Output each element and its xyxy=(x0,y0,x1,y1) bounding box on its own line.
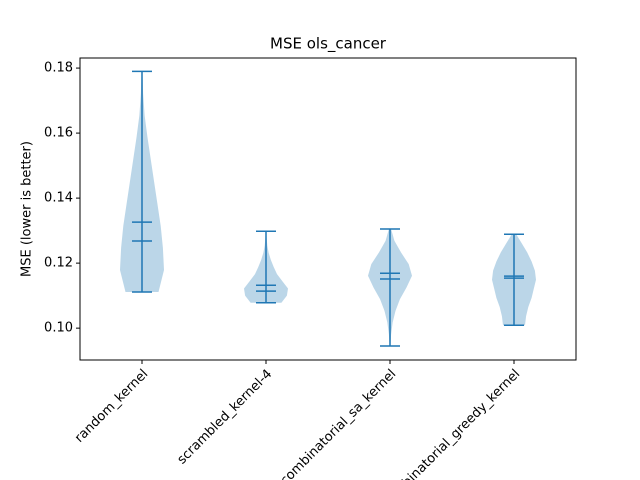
x-tick-label: random_kernel xyxy=(72,367,151,446)
x-tick-label: combinatorial_sa_kernel xyxy=(278,367,400,480)
plot-frame xyxy=(79,57,577,361)
y-tick-label: 0.10 xyxy=(44,321,73,336)
y-tick-label: 0.12 xyxy=(44,256,73,271)
y-tick-label: 0.16 xyxy=(44,126,73,141)
chart-title: MSE ols_cancer xyxy=(270,35,387,54)
x-tick-label: combinatorial_greedy_kernel xyxy=(380,367,523,480)
y-tick-label: 0.18 xyxy=(44,61,73,76)
x-tick-label: scrambled_kernel-4 xyxy=(175,367,276,468)
y-axis-label: MSE (lower is better) xyxy=(20,141,35,277)
y-tick-label: 0.14 xyxy=(44,191,73,206)
